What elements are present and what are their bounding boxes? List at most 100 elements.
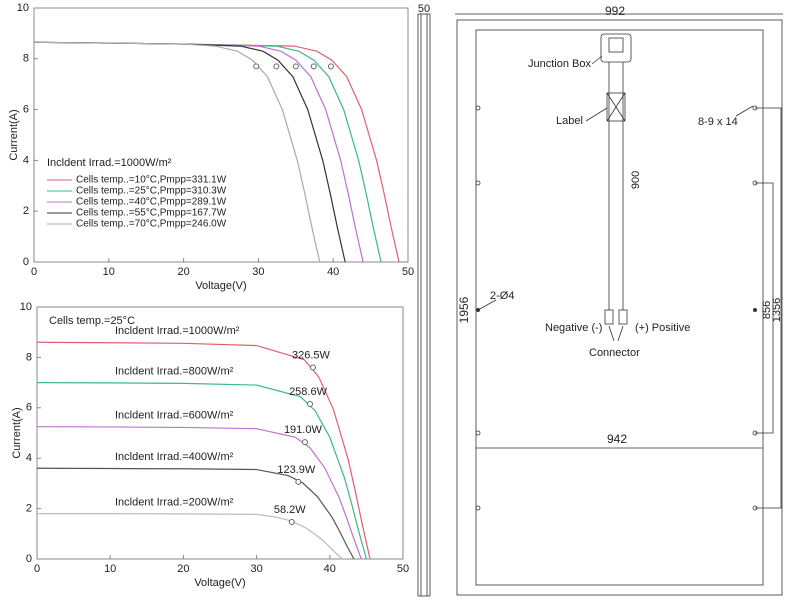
junction-box-inner [608, 37, 624, 53]
junction-box [600, 33, 632, 63]
iv-curve [33, 41, 321, 263]
series-label: Incldent Irrad.=200W/m² [115, 497, 234, 509]
y-tick-label: 0 [23, 256, 29, 268]
leader [735, 105, 754, 117]
iv-curve [36, 467, 355, 560]
iv-curve [37, 513, 343, 560]
x-tick-label: 40 [327, 266, 339, 278]
leader [608, 325, 615, 342]
x-axis-label: Voltage(V) [194, 577, 245, 589]
leader [617, 325, 624, 342]
mpp-marker [295, 478, 302, 485]
label-cross [606, 92, 626, 122]
iv-curve [36, 382, 367, 560]
mpp-label: 123.9W [277, 464, 316, 476]
hole [475, 430, 481, 436]
mpp-marker [310, 63, 317, 70]
x-tick-label: 50 [397, 563, 409, 575]
y-tick-label: 0 [26, 553, 32, 565]
inner-frame [475, 29, 764, 586]
x-tick-label: 20 [177, 266, 189, 278]
dim-label: 992 [605, 4, 625, 18]
hole [475, 105, 481, 111]
annotation: Cells temp.=25°C [49, 315, 135, 327]
dim-line [755, 107, 782, 509]
leader [585, 107, 608, 122]
mpp-marker [288, 518, 295, 525]
x-tick-label: 0 [34, 563, 40, 575]
series-label: Incldent Irrad.=800W/m² [115, 366, 234, 378]
callout: (+) Positive [635, 322, 690, 334]
iv-curve [36, 341, 371, 560]
callout: Negative (-) [545, 322, 602, 334]
hole [475, 180, 481, 186]
connector [618, 309, 628, 325]
y-axis-label: Current(A) [11, 407, 23, 458]
callout: Connector [589, 347, 640, 359]
mpp-marker [253, 63, 260, 70]
legend-title: Incldent Irrad.=1000W/m² [47, 157, 172, 169]
y-axis-label: Current(A) [8, 109, 20, 160]
dim-label: 1956 [457, 296, 471, 323]
x-tick-label: 10 [104, 563, 116, 575]
mpp-label: 258.6W [289, 386, 328, 398]
callout: Junction Box [528, 58, 591, 70]
series-label: Incldent Irrad.=600W/m² [115, 410, 234, 422]
mpp-marker [301, 439, 308, 446]
callout: 8-9 x 14 [698, 116, 738, 128]
mpp-marker [307, 401, 314, 408]
series-label: Incldent Irrad.=1000W/m² [115, 325, 240, 337]
legend-label: Cells temp..=10°C,Pmpp=331.1W [76, 175, 227, 186]
x-tick-label: 40 [324, 563, 336, 575]
dim-line [755, 182, 774, 434]
y-tick-label: 4 [26, 452, 32, 464]
y-tick-label: 10 [20, 301, 32, 313]
y-tick-label: 6 [23, 104, 29, 116]
y-tick-label: 8 [26, 351, 32, 363]
x-tick-label: 0 [31, 266, 37, 278]
mpp-label: 326.5W [292, 349, 331, 361]
leader [477, 299, 497, 311]
dim-label: 50 [418, 3, 430, 15]
dim-label: 900 [630, 171, 642, 189]
y-tick-label: 10 [17, 2, 29, 14]
label-box [606, 92, 626, 122]
x-tick-label: 20 [177, 563, 189, 575]
y-tick-label: 2 [23, 205, 29, 217]
plot-frame [36, 306, 404, 560]
x-axis-label: Voltage(V) [195, 280, 246, 292]
side-frame [417, 13, 431, 597]
ground-hole [753, 308, 757, 312]
y-tick-label: 2 [26, 503, 32, 515]
series-label: Incldent Irrad.=400W/m² [115, 451, 234, 463]
iv-curve [36, 426, 362, 560]
hole [475, 505, 481, 511]
y-tick-label: 8 [23, 53, 29, 65]
front-view: 992 942 1956 Junction Box Label 900 8-9 … [455, 4, 783, 596]
dim-label: 942 [607, 432, 627, 446]
outer-frame [456, 19, 783, 596]
leader [591, 55, 603, 65]
ground-hole [476, 308, 480, 312]
dim-label: 1356 [771, 298, 783, 322]
connector [604, 309, 614, 325]
legend-label: Cells temp..=40°C,Pmpp=289.1W [76, 197, 227, 208]
y-tick-label: 4 [23, 154, 29, 166]
side-view: 50 [417, 3, 431, 597]
dim-label: 856 [761, 301, 773, 319]
charts: 0 10 20 30 40 500246810Voltage(V)Current(A)In… [8, 2, 414, 589]
legend-label: Cells temp..=70°C,Pmpp=246.0W [76, 219, 227, 230]
x-tick-label: 30 [252, 266, 264, 278]
mpp-marker [309, 364, 316, 371]
mpp-marker [273, 63, 280, 70]
plot-frame [33, 7, 409, 263]
legend-label: Cells temp..=55°C,Pmpp=167.7W [76, 208, 227, 219]
mpp-label: 191.0W [284, 424, 323, 436]
mpp-marker [327, 63, 334, 70]
mpp-label: 58.2W [274, 504, 306, 516]
legend-label: Cells temp..=25°C,Pmpp=310.3W [76, 186, 227, 197]
y-tick-label: 6 [26, 402, 32, 414]
x-tick-label: 50 [402, 266, 414, 278]
x-tick-label: 30 [250, 563, 262, 575]
